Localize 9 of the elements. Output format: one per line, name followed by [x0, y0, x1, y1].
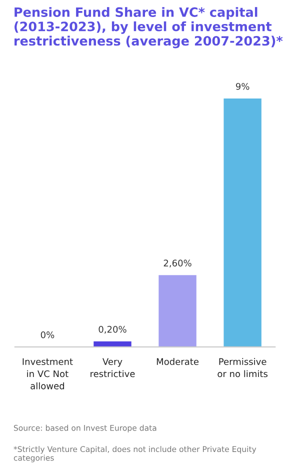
- x-tick-label: Investment in VC Not allowed: [22, 358, 73, 390]
- chart-title: Pension Fund Share in VC* capital (2013-2023), by level of investment restrictiveness (average 2007-2023)*: [14, 7, 283, 48]
- data-label: 9%: [236, 82, 250, 90]
- data-label: 0%: [40, 331, 54, 338]
- data-label: 0,20%: [98, 326, 126, 334]
- data-label: 2,60%: [164, 260, 192, 268]
- x-tick-label: Very restrictive: [90, 358, 135, 378]
- x-tick-label: Moderate: [156, 358, 199, 366]
- x-tick-label: Permissive or no limits: [218, 358, 268, 378]
